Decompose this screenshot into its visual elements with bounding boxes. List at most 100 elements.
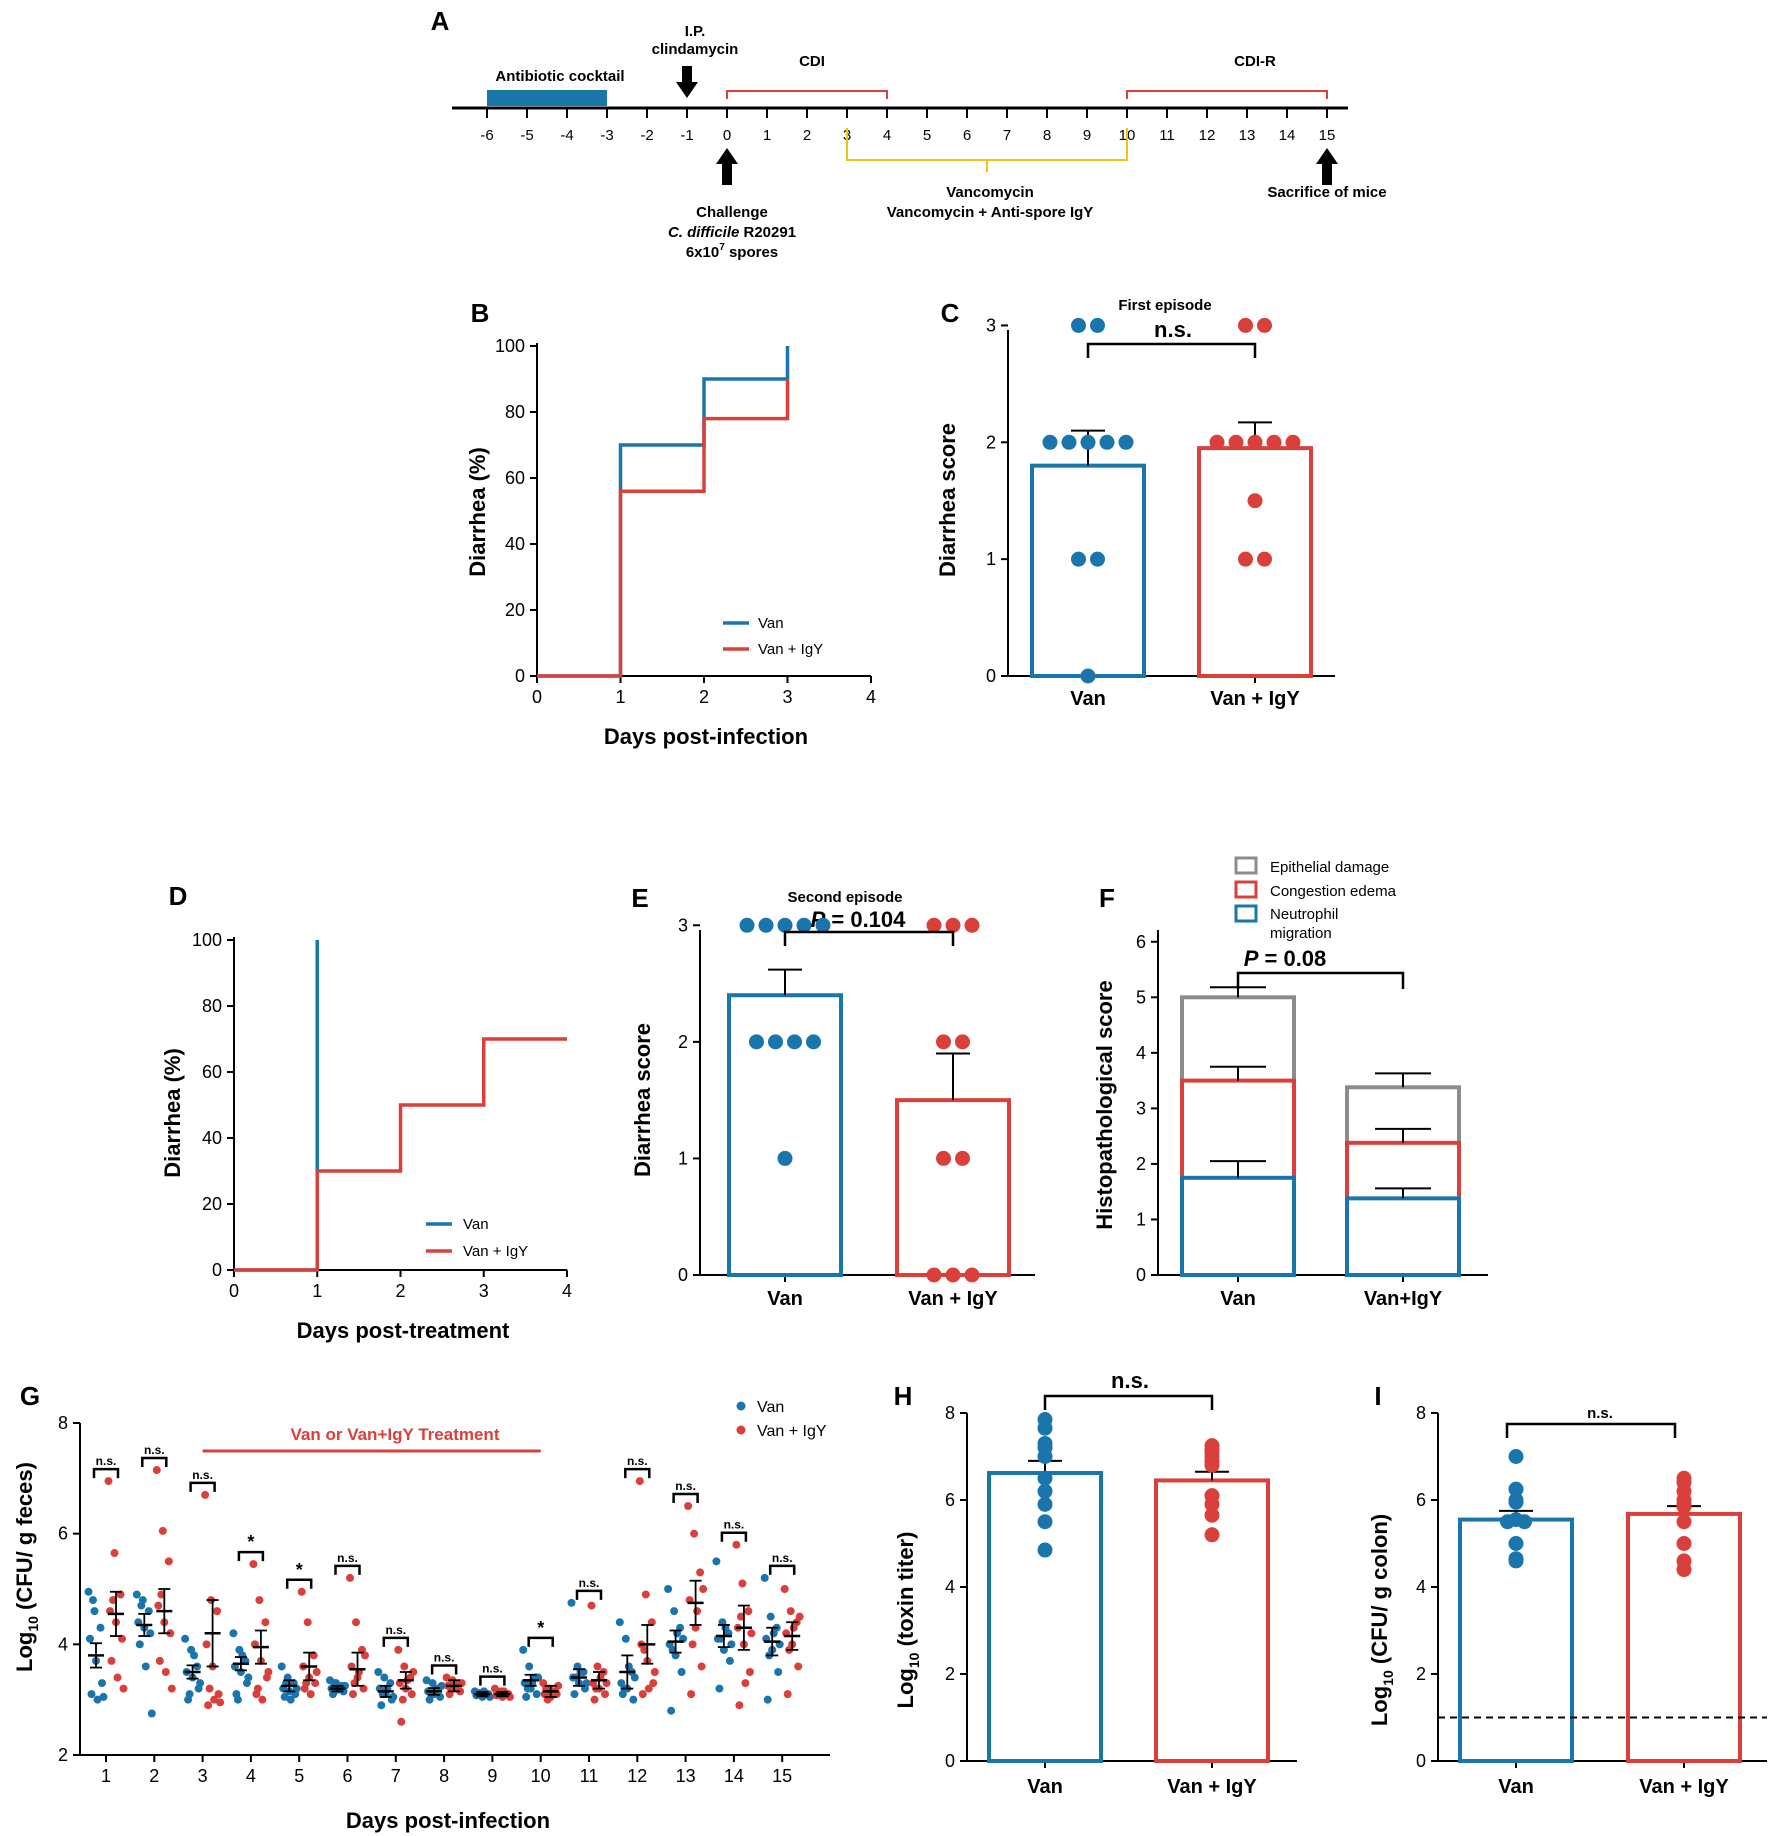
G-data-point-igy <box>783 1690 792 1699</box>
G-data-point-igy <box>741 1679 750 1688</box>
E-data-point <box>964 1267 980 1283</box>
G-data-point-igy <box>745 1668 754 1676</box>
G-data-point-igy <box>738 1579 747 1588</box>
D-ytick-label: 20 <box>202 1194 222 1214</box>
E-ytick-label: 0 <box>678 1265 688 1285</box>
G-data-point-igy <box>795 1612 804 1621</box>
G-data-point-van <box>181 1634 190 1643</box>
G-data-point-igy <box>780 1585 789 1593</box>
C-data-point <box>1099 434 1115 450</box>
G-xtick-label: 2 <box>149 1766 159 1786</box>
C-xlabel-igy: Van + IgY <box>1210 688 1300 710</box>
G-xtick-label: 10 <box>531 1766 551 1786</box>
panel-letter-B: B <box>471 298 490 328</box>
G-data-point-igy <box>154 1601 163 1610</box>
F-legend-swatch-neutrophil <box>1234 904 1258 923</box>
timeline-day-label: 15 <box>1319 127 1336 144</box>
H-xlabel-van: Van <box>1027 1776 1063 1798</box>
H-data-point <box>1037 1514 1053 1530</box>
D-xtick-label: 0 <box>229 1281 239 1301</box>
G-data-point-van <box>229 1629 238 1638</box>
G-data-point-van <box>769 1629 778 1638</box>
G-data-point-igy <box>346 1573 354 1582</box>
panel-letter-A: A <box>431 6 450 36</box>
C-xlabel-van: Van <box>1070 688 1106 710</box>
H-ylabel-log: Log <box>893 1668 918 1708</box>
panel-letter-E: E <box>631 883 648 913</box>
G-data-point-van <box>137 1601 146 1610</box>
timeline-day-label: -4 <box>560 127 573 144</box>
G-data-point-van <box>712 1557 721 1566</box>
G-data-point-van <box>90 1607 99 1616</box>
H-data-point <box>1037 1542 1053 1558</box>
G-significance-bracket <box>237 1550 265 1562</box>
H-ytick-label: 6 <box>945 1490 955 1510</box>
C-data-point <box>1238 317 1253 333</box>
challenge-exp: 7 <box>719 242 725 253</box>
D-legend-van: Van <box>463 1216 489 1233</box>
timeline-day-label: -5 <box>520 127 533 144</box>
G-data-point-igy <box>693 1607 702 1616</box>
F-bar-neutrophil-van <box>1180 1175 1296 1278</box>
G-data-point-van <box>132 1590 141 1599</box>
timeline-day-label: -1 <box>680 127 693 144</box>
G-data-point-igy <box>201 1490 210 1499</box>
C-data-point <box>1257 317 1272 333</box>
D-xlabel: Days post-treatment <box>297 1318 510 1343</box>
H-significance: n.s. <box>1111 1368 1149 1393</box>
G-xlabel: Days post-infection <box>346 1808 550 1833</box>
D-xtick-label: 2 <box>395 1281 405 1301</box>
G-data-point-igy <box>744 1607 753 1616</box>
G-data-point-igy <box>735 1701 744 1710</box>
G-data-point-van <box>630 1673 639 1682</box>
B-series-igy <box>537 379 790 678</box>
B-xtick-label: 4 <box>866 687 876 707</box>
F-sig-value: = 0.08 <box>1258 946 1326 971</box>
I-ytick-label: 8 <box>1416 1403 1426 1423</box>
E-sig-value: = 0.104 <box>825 907 906 932</box>
E-data-point <box>964 917 980 933</box>
F-significance-bracket <box>1236 971 1405 989</box>
G-data-point-van <box>621 1634 630 1643</box>
G-significance-bracket <box>285 1578 313 1589</box>
I-data-point <box>1508 1481 1524 1497</box>
G-data-point-van <box>141 1662 150 1671</box>
G-xtick-label: 4 <box>246 1766 256 1786</box>
C-data-point <box>1080 434 1096 450</box>
G-data-point-igy <box>109 1596 117 1605</box>
I-data-point <box>1676 1536 1692 1551</box>
F-ytick-label: 6 <box>1136 932 1146 952</box>
E-data-point <box>955 1034 970 1050</box>
E-data-point <box>806 1034 821 1050</box>
G-significance-bracket <box>720 1531 748 1542</box>
G-data-point-igy <box>786 1607 795 1616</box>
G-data-point-van <box>677 1668 686 1676</box>
G-data-point-igy <box>688 1640 697 1649</box>
H-ytick-label: 2 <box>945 1664 955 1684</box>
B-ytick-label: 100 <box>495 336 525 356</box>
C-data-point <box>1080 668 1096 684</box>
E-significance: P = 0.104 <box>811 907 907 932</box>
G-significance-bracket <box>575 1589 603 1600</box>
G-data-point-van <box>147 1709 156 1718</box>
G-data-point-van <box>567 1598 576 1607</box>
F-legend-epithelial: Epithelial damage <box>1270 859 1389 876</box>
B-xtick-label: 2 <box>699 687 709 707</box>
G-data-point-igy <box>164 1557 173 1566</box>
G-ylabel-log: Log <box>12 1632 37 1672</box>
H-ylabel-sub: 10 <box>906 1652 922 1668</box>
G-significance-label: n.s. <box>675 1479 696 1493</box>
B-legend-van: Van <box>758 615 784 632</box>
timeline-day-label: 1 <box>763 127 771 144</box>
G-significance-bracket <box>430 1664 458 1675</box>
ip-label-2: clindamycin <box>652 41 739 58</box>
G-data-point-van <box>98 1679 106 1688</box>
G-data-point-igy <box>684 1502 693 1510</box>
F-xlabel-igy: Van+IgY <box>1364 1288 1443 1310</box>
E-significance-bracket <box>783 930 955 946</box>
G-data-point-igy <box>152 1466 161 1475</box>
C-ytick-label: 2 <box>986 432 996 452</box>
C-data-point <box>1228 434 1244 450</box>
F-ytick-label: 0 <box>1136 1265 1146 1285</box>
